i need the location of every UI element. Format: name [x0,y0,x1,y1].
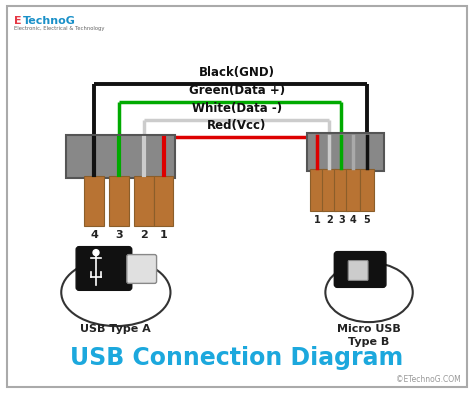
Text: E: E [14,16,21,26]
FancyBboxPatch shape [308,134,384,171]
Text: White(Data -): White(Data -) [192,101,282,115]
Bar [154,176,173,226]
Bar [360,169,374,211]
Text: 3: 3 [115,230,123,240]
Text: 2: 2 [326,215,333,225]
Bar [84,176,104,226]
FancyBboxPatch shape [76,247,132,290]
Text: 1: 1 [314,215,321,225]
Bar [134,176,154,226]
Bar [109,176,129,226]
Text: 2: 2 [140,230,147,240]
Text: ©ETechnoG.COM: ©ETechnoG.COM [396,375,460,384]
Text: USB Type A: USB Type A [81,324,151,334]
Text: Red(Vcc): Red(Vcc) [207,119,267,132]
Text: Black(GND): Black(GND) [199,66,275,79]
FancyBboxPatch shape [7,6,467,387]
Text: 1: 1 [160,230,167,240]
FancyBboxPatch shape [66,136,175,178]
Circle shape [93,250,99,255]
Bar [322,169,336,211]
Text: Green(Data +): Green(Data +) [189,84,285,97]
Text: 4: 4 [350,215,356,225]
FancyBboxPatch shape [334,252,386,287]
FancyBboxPatch shape [127,255,156,283]
Text: 3: 3 [338,215,345,225]
Bar [346,169,360,211]
Text: TechnoG: TechnoG [23,16,75,26]
FancyBboxPatch shape [348,261,368,280]
Text: Electronic, Electrical & Technology: Electronic, Electrical & Technology [14,26,104,31]
Text: 5: 5 [364,215,371,225]
Bar [310,169,324,211]
Text: USB Connection Diagram: USB Connection Diagram [70,346,404,370]
Bar [334,169,348,211]
Text: 4: 4 [90,230,98,240]
Text: Micro USB
Type B: Micro USB Type B [337,324,401,347]
